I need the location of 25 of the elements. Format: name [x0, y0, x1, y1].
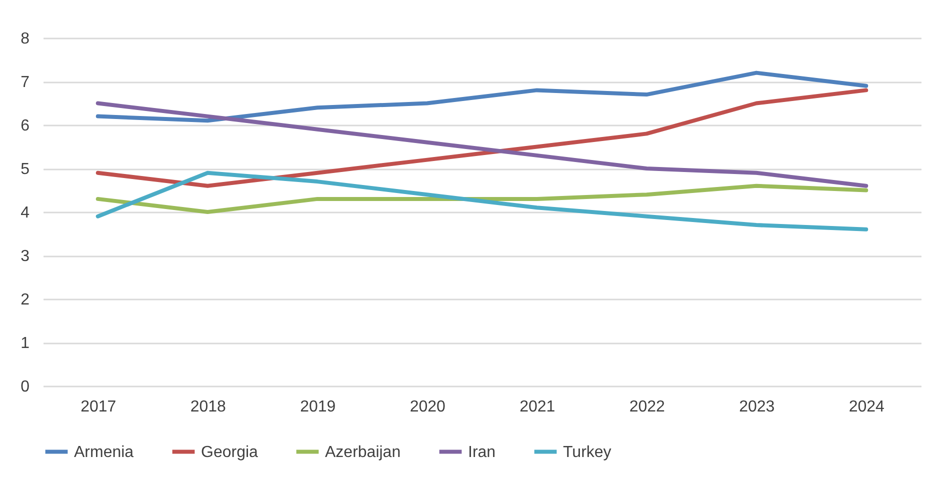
legend-label: Turkey: [563, 444, 612, 461]
x-tick-label: 2019: [300, 398, 336, 416]
legend-label: Armenia: [74, 444, 134, 461]
y-tick-label: 5: [20, 161, 30, 178]
x-tick-label: 2023: [739, 398, 775, 416]
y-tick-label: 8: [20, 30, 30, 48]
y-tick-label: 7: [20, 74, 30, 91]
y-tick-label: 2: [20, 292, 30, 308]
y-tick-label: 4: [20, 204, 30, 222]
line-series: [96, 70, 868, 123]
x-tick-label: 2017: [80, 398, 116, 416]
x-tick-label: 2020: [410, 398, 446, 416]
y-tick-label: 3: [20, 248, 30, 265]
legend-label: Iran: [468, 444, 496, 461]
line-series: [96, 184, 868, 214]
legend-label: Azerbaijan: [325, 444, 401, 461]
x-tick-label: 2024: [848, 398, 885, 416]
y-tick-label: 0: [20, 378, 30, 396]
y-tick-label: 6: [20, 118, 30, 134]
legend-label: Georgia: [201, 444, 258, 461]
line-series: [96, 170, 868, 232]
x-tick-label: 2022: [629, 398, 666, 416]
x-tick-label: 2018: [190, 398, 226, 416]
x-tick-label: 2021: [520, 398, 556, 416]
y-tick-label: 1: [20, 335, 30, 352]
